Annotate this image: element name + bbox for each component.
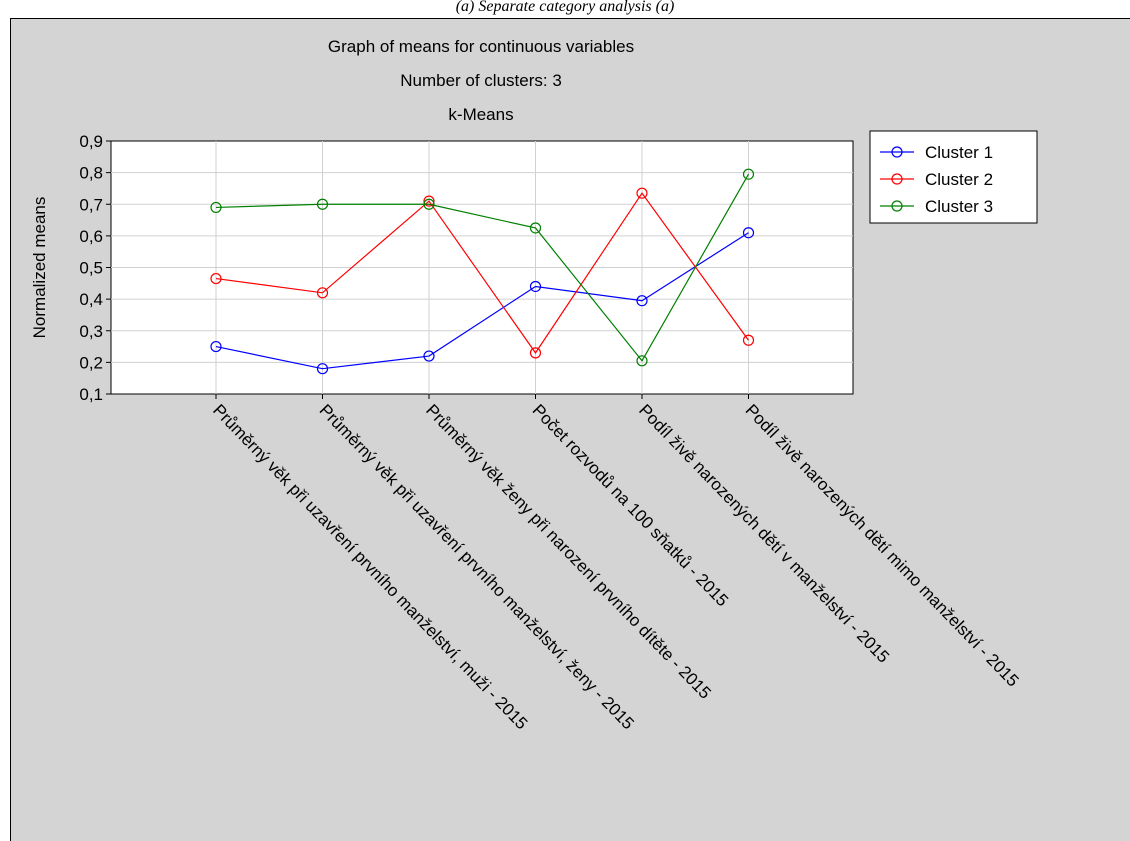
- data-point-marker: [636, 355, 648, 367]
- legend: Cluster 1 Cluster 2 Cluster 3: [869, 130, 1038, 224]
- data-point-marker: [529, 280, 542, 293]
- data-point-marker: [742, 334, 755, 346]
- data-point-marker: [423, 198, 435, 210]
- legend-label: Cluster 2: [925, 170, 993, 189]
- legend-label: Cluster 1: [925, 143, 993, 162]
- data-point-marker: [316, 363, 329, 375]
- chart-title-line: Number of clusters: 3: [400, 71, 562, 90]
- y-tick-label: 0,3: [79, 322, 103, 341]
- data-point-marker: [210, 340, 222, 353]
- y-axis: 0,1 0,2 0,3 0,4 0,5 0,6 0,7 0,8 0,9 Normalized me…: [30, 132, 111, 404]
- y-tick-label: 0,6: [79, 227, 103, 246]
- data-point-marker: [210, 272, 222, 285]
- data-point-marker: [636, 295, 648, 307]
- x-tick-label: Počet rozvodů na 100 sňatků - 2015: [529, 401, 732, 611]
- series-lines: [210, 168, 755, 375]
- legend-swatch-marker: [891, 200, 903, 212]
- data-point-marker: [529, 347, 542, 359]
- x-axis: Průměrný věk při uzavření prvního manžel…: [209, 394, 1022, 733]
- data-point-marker: [316, 287, 329, 299]
- y-tick-label: 0,4: [79, 290, 103, 309]
- data-point-marker: [742, 227, 755, 239]
- chart-title-block: Graph of means for continuous variables N…: [328, 37, 634, 124]
- legend-swatch-marker: [891, 146, 903, 158]
- data-point-marker: [742, 168, 755, 180]
- y-axis-label: Normalized means: [30, 197, 49, 339]
- data-point-marker: [316, 198, 329, 210]
- legend-box: [869, 130, 1038, 224]
- data-point-marker: [529, 222, 542, 234]
- y-tick-label: 0,7: [79, 195, 103, 214]
- series-line: [215, 192, 749, 354]
- data-point-marker: [423, 350, 435, 362]
- data-point-marker: [423, 195, 435, 207]
- data-point-marker: [210, 201, 222, 214]
- data-point-marker: [636, 187, 648, 199]
- chart-title-line: Graph of means for continuous variables: [328, 37, 634, 56]
- series-line: [215, 232, 749, 370]
- y-tick-label: 0,9: [79, 132, 103, 151]
- gridlines: [111, 141, 853, 394]
- y-tick-label: 0,8: [79, 164, 103, 183]
- y-tick-label: 0,2: [79, 353, 103, 372]
- x-tick-label: Podíl živě narozených dětí v manželství …: [635, 401, 893, 667]
- means-line-chart: 0,1 0,2 0,3 0,4 0,5 0,6 0,7 0,8 0,9 Normalized me…: [30, 37, 1038, 733]
- legend-label: Cluster 3: [925, 197, 993, 216]
- figure-caption: (a) Separate category analysis (a): [455, 0, 675, 15]
- series-line: [215, 173, 750, 362]
- y-tick-label: 0,1: [79, 385, 103, 404]
- legend-swatch-marker: [891, 173, 903, 185]
- chart-title-line: k-Means: [448, 105, 513, 124]
- y-tick-label: 0,5: [79, 259, 103, 278]
- chart-window: 0,1 0,2 0,3 0,4 0,5 0,6 0,7 0,8 0,9 Normalized me…: [10, 18, 1130, 841]
